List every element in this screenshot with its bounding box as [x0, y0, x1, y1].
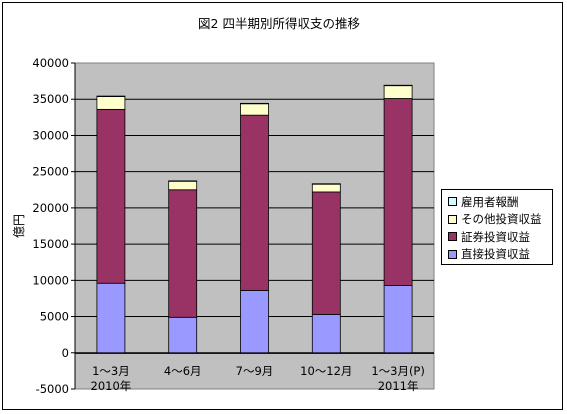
- legend-label: 証券投資収益: [461, 229, 530, 244]
- y-tick-label: 0: [62, 346, 69, 360]
- legend-label: その他投資収益: [461, 212, 542, 227]
- legend-item: 直接投資収益: [448, 246, 552, 264]
- legend: 雇用者報酬その他投資収益 証券投資収益 直接投資収益: [441, 189, 553, 265]
- bar-segment: [168, 180, 198, 182]
- legend-swatch: [448, 232, 457, 242]
- y-axis-label: 億円: [12, 214, 26, 238]
- x-tick-label: 7～9月: [236, 364, 274, 378]
- x-tick-year-label: 2010年: [91, 379, 132, 393]
- bar-segment: [383, 84, 413, 87]
- bar-segment: [96, 282, 126, 354]
- legend-item: その他投資収益: [448, 211, 552, 229]
- y-tick-label: -5000: [36, 382, 69, 396]
- bar-segment: [383, 98, 413, 286]
- legend-label: 雇用者報酬: [461, 194, 519, 209]
- bar-segment: [240, 102, 269, 105]
- y-tick-label: 35000: [32, 92, 69, 106]
- legend-swatch: [448, 214, 457, 224]
- bar-segment: [168, 180, 198, 191]
- y-tick-label: 5000: [40, 310, 69, 324]
- y-tick-label: 10000: [32, 273, 69, 287]
- y-tick-label: 20000: [32, 201, 69, 215]
- legend-swatch: [448, 249, 457, 259]
- legend-item: 証券投資収益: [448, 228, 552, 246]
- legend-swatch: [448, 197, 457, 207]
- chart-frame: 図2 四半期別所得収支の推移 -5000 0 5000 10000 15000 20000…: [2, 2, 563, 410]
- legend-label: 直接投資収益: [461, 247, 530, 262]
- bar-segment: [240, 114, 269, 291]
- x-tick-label: 1～3月: [92, 364, 130, 378]
- bar-segment: [96, 108, 126, 284]
- x-tick-label: 10～12月: [300, 364, 352, 378]
- legend-item: 雇用者報酬: [448, 193, 552, 211]
- bar-segment: [311, 183, 341, 185]
- bar-segment: [168, 189, 198, 318]
- bar-segment: [96, 95, 126, 110]
- y-tick-label: 25000: [32, 165, 69, 179]
- bar-segment: [383, 85, 413, 99]
- y-tick-label: 15000: [32, 237, 69, 251]
- bar-series: [96, 84, 413, 354]
- y-axis-ticks: -5000 0 5000 10000 15000 20000 25000 30000 35000…: [32, 56, 75, 396]
- y-tick-label: 30000: [32, 128, 69, 142]
- bar-segment: [311, 183, 341, 193]
- bar-segment: [383, 285, 413, 354]
- bar-segment: [96, 95, 126, 98]
- x-tick-year-label: 2011年: [378, 379, 419, 393]
- bar-segment: [240, 290, 269, 354]
- chart-title: 図2 四半期別所得収支の推移: [198, 16, 360, 31]
- bar-segment: [168, 316, 198, 354]
- y-tick-label: 40000: [32, 56, 69, 70]
- chart-svg: 図2 四半期別所得収支の推移 -5000 0 5000 10000 15000 20000…: [12, 16, 435, 396]
- bar-segment: [311, 313, 341, 354]
- x-tick-label: 1～3月(P): [371, 364, 425, 378]
- bar-segment: [311, 191, 341, 315]
- bar-segment: [240, 103, 269, 116]
- x-tick-label: 4～6月: [164, 364, 202, 378]
